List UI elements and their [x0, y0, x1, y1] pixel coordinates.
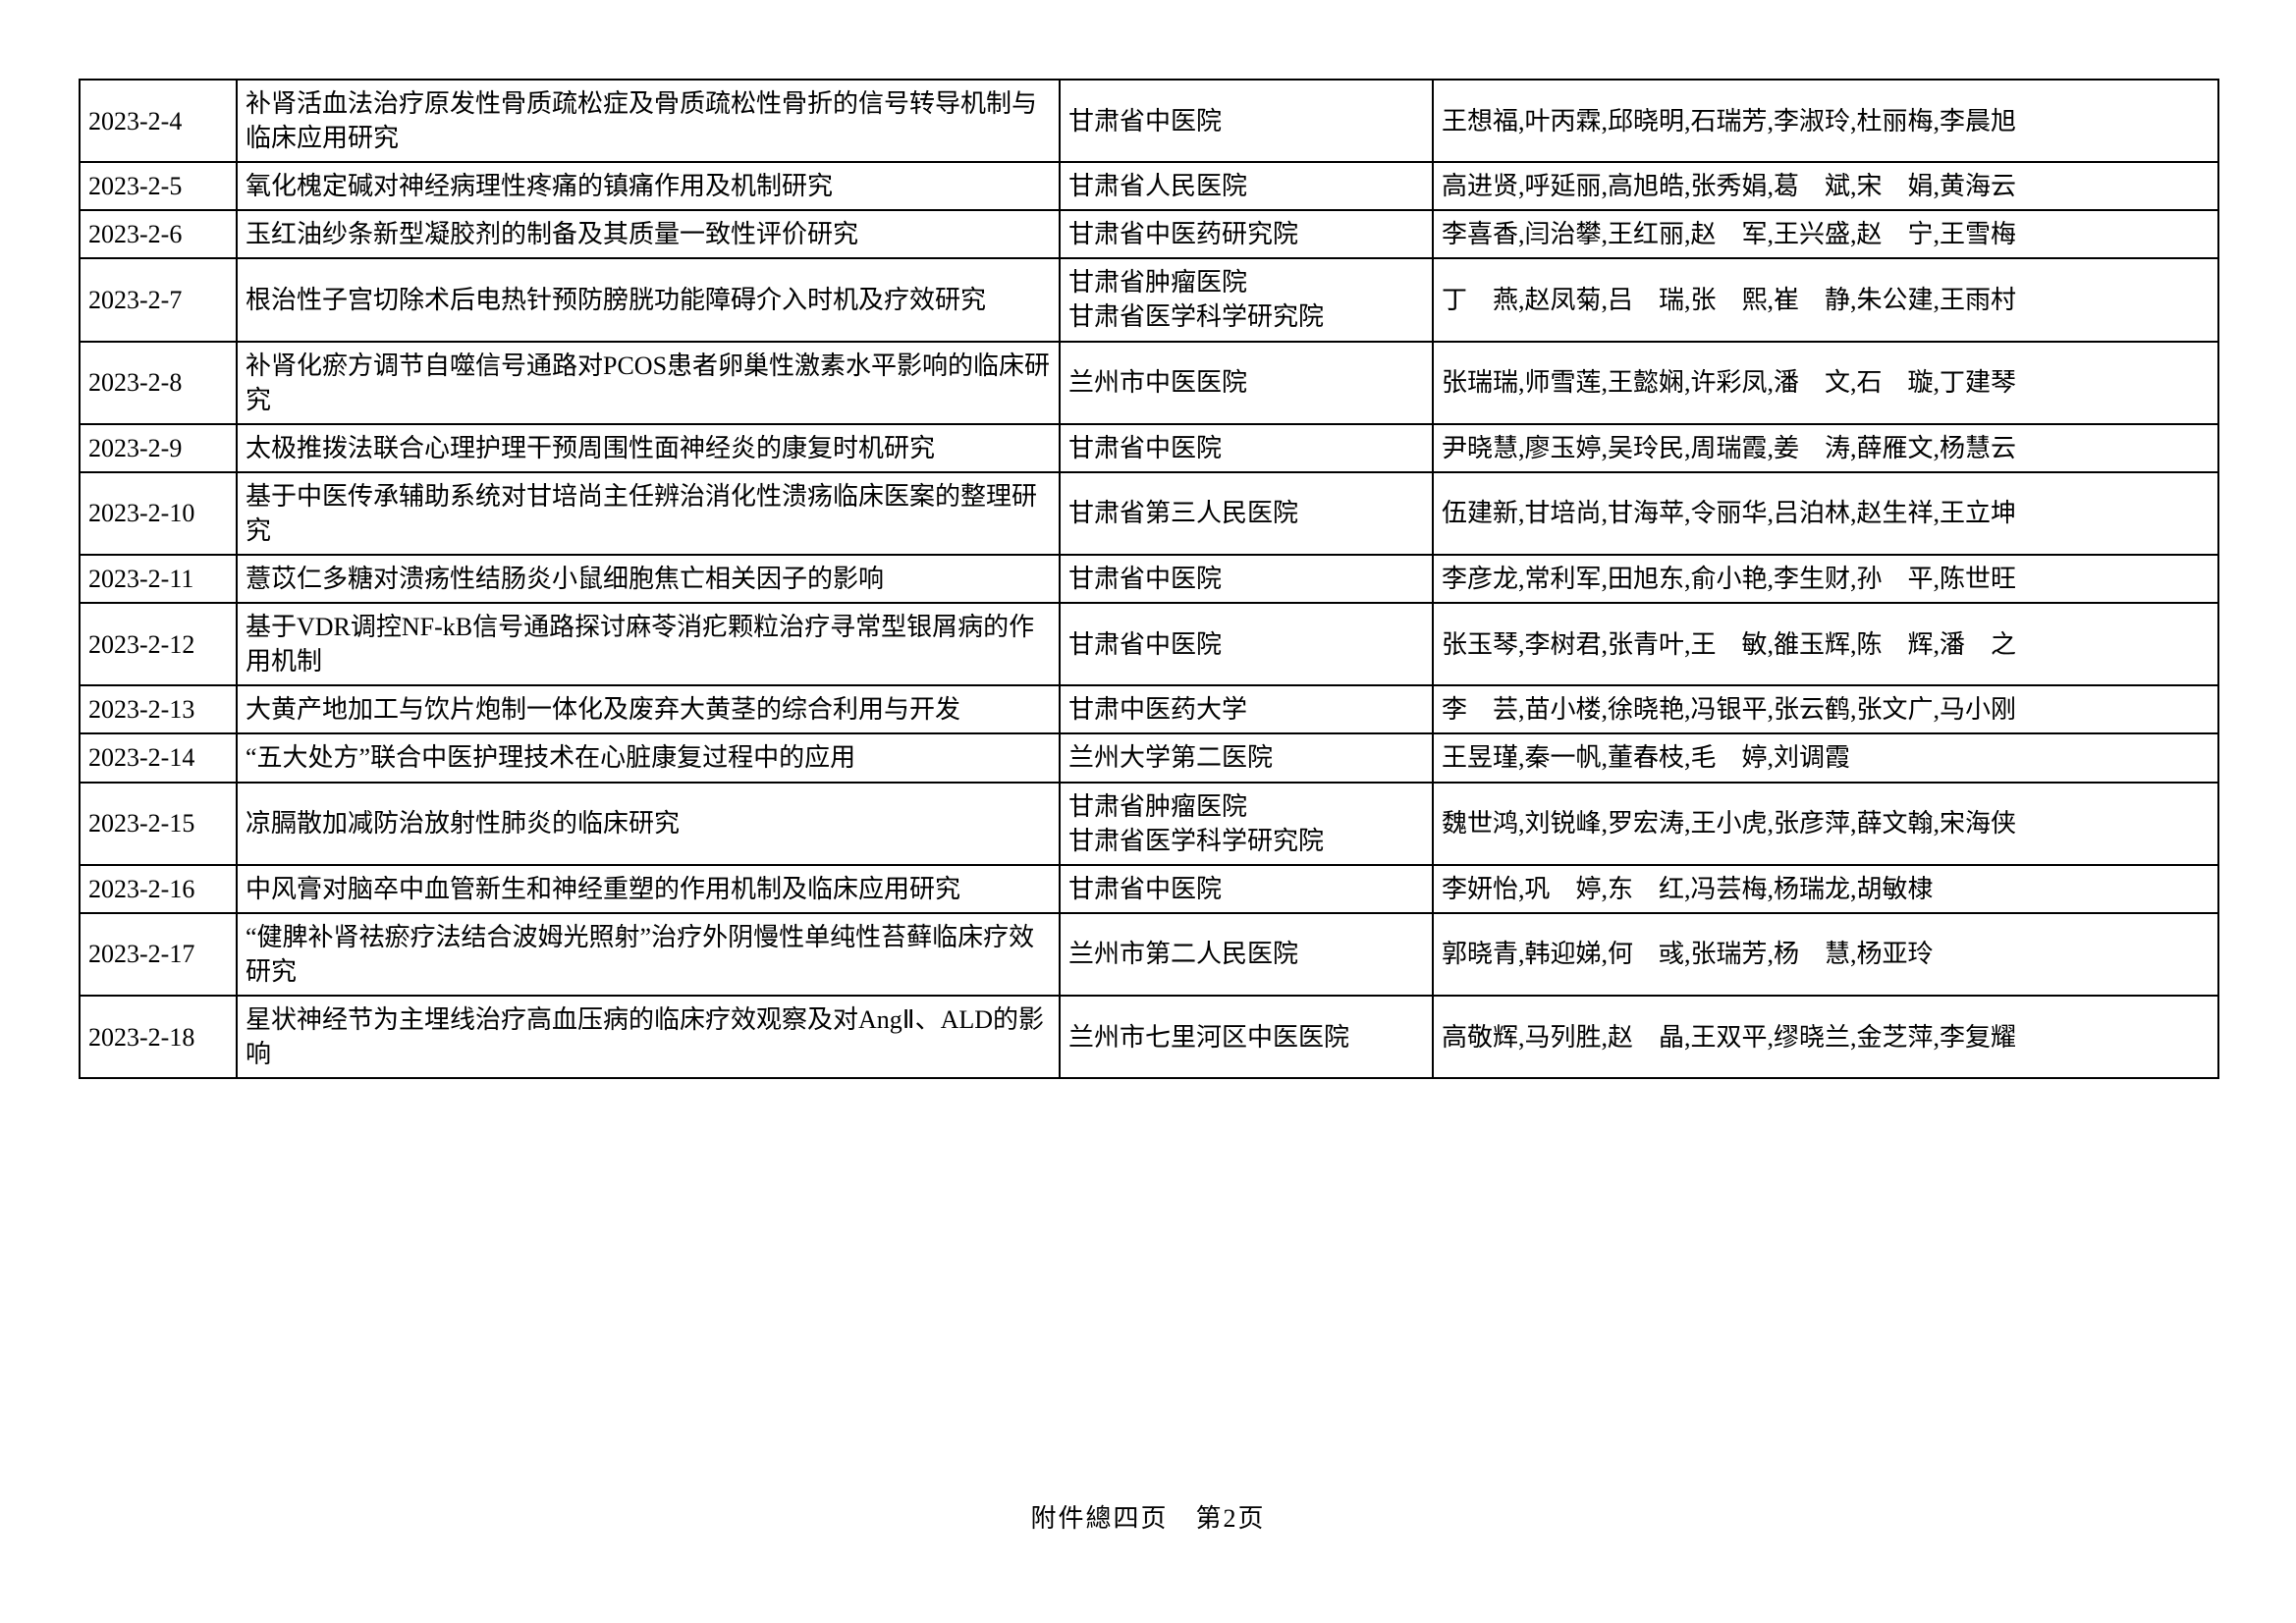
table-row: 2023-2-14“五大处方”联合中医护理技术在心脏康复过程中的应用兰州大学第二…	[80, 733, 2218, 782]
cell-id: 2023-2-12	[80, 603, 237, 685]
cell-id: 2023-2-7	[80, 258, 237, 341]
cell-inst: 甘肃省中医院	[1060, 80, 1433, 162]
table-row: 2023-2-11薏苡仁多糖对溃疡性结肠炎小鼠细胞焦亡相关因子的影响甘肃省中医院…	[80, 555, 2218, 603]
cell-inst: 甘肃省中医院	[1060, 424, 1433, 472]
cell-people: 张瑞瑞,师雪莲,王懿娴,许彩凤,潘 文,石 璇,丁建琴	[1433, 342, 2218, 424]
cell-inst: 甘肃省中医药研究院	[1060, 210, 1433, 258]
cell-people: 王想福,叶丙霖,邱晓明,石瑞芳,李淑玲,杜丽梅,李晨旭	[1433, 80, 2218, 162]
cell-title: 大黄产地加工与饮片炮制一体化及废弃大黄茎的综合利用与开发	[237, 685, 1060, 733]
table-row: 2023-2-6玉红油纱条新型凝胶剂的制备及其质量一致性评价研究甘肃省中医药研究…	[80, 210, 2218, 258]
cell-id: 2023-2-14	[80, 733, 237, 782]
cell-id: 2023-2-17	[80, 913, 237, 996]
cell-id: 2023-2-6	[80, 210, 237, 258]
cell-id: 2023-2-13	[80, 685, 237, 733]
cell-id: 2023-2-9	[80, 424, 237, 472]
cell-people: 李喜香,闫治攀,王红丽,赵 军,王兴盛,赵 宁,王雪梅	[1433, 210, 2218, 258]
projects-table: 2023-2-4补肾活血法治疗原发性骨质疏松症及骨质疏松性骨折的信号转导机制与临…	[79, 79, 2219, 1079]
cell-inst: 甘肃省第三人民医院	[1060, 472, 1433, 555]
table-row: 2023-2-13大黄产地加工与饮片炮制一体化及废弃大黄茎的综合利用与开发甘肃中…	[80, 685, 2218, 733]
cell-inst: 甘肃省人民医院	[1060, 162, 1433, 210]
cell-people: 李 芸,苗小楼,徐晓艳,冯银平,张云鹤,张文广,马小刚	[1433, 685, 2218, 733]
cell-id: 2023-2-4	[80, 80, 237, 162]
table-row: 2023-2-15凉膈散加减防治放射性肺炎的临床研究甘肃省肿瘤医院甘肃省医学科学…	[80, 783, 2218, 865]
cell-inst: 甘肃省肿瘤医院甘肃省医学科学研究院	[1060, 258, 1433, 341]
cell-title: “健脾补肾祛瘀疗法结合波姆光照射”治疗外阴慢性单纯性苔藓临床疗效研究	[237, 913, 1060, 996]
table-row: 2023-2-18星状神经节为主埋线治疗高血压病的临床疗效观察及对AngⅡ、AL…	[80, 996, 2218, 1078]
cell-inst: 甘肃省中医院	[1060, 555, 1433, 603]
cell-id: 2023-2-15	[80, 783, 237, 865]
cell-inst: 甘肃省中医院	[1060, 603, 1433, 685]
table-row: 2023-2-9太极推拨法联合心理护理干预周围性面神经炎的康复时机研究甘肃省中医…	[80, 424, 2218, 472]
table-row: 2023-2-8补肾化瘀方调节自噬信号通路对PCOS患者卵巢性激素水平影响的临床…	[80, 342, 2218, 424]
cell-inst: 兰州市七里河区中医医院	[1060, 996, 1433, 1078]
cell-people: 李妍怡,巩 婷,东 红,冯芸梅,杨瑞龙,胡敏棣	[1433, 865, 2218, 913]
cell-people: 伍建新,甘培尚,甘海苹,令丽华,吕泊林,赵生祥,王立坤	[1433, 472, 2218, 555]
cell-inst: 兰州市中医医院	[1060, 342, 1433, 424]
footer-text: 附件總四页 第2页	[1030, 1504, 1265, 1533]
cell-title: 基于VDR调控NF-kB信号通路探讨麻苓消疕颗粒治疗寻常型银屑病的作用机制	[237, 603, 1060, 685]
cell-inst: 兰州大学第二医院	[1060, 733, 1433, 782]
document-page: 2023-2-4补肾活血法治疗原发性骨质疏松症及骨质疏松性骨折的信号转导机制与临…	[0, 0, 2296, 1623]
cell-title: 根治性子宫切除术后电热针预防膀胱功能障碍介入时机及疗效研究	[237, 258, 1060, 341]
cell-inst: 甘肃省中医院	[1060, 865, 1433, 913]
cell-id: 2023-2-8	[80, 342, 237, 424]
cell-title: 补肾化瘀方调节自噬信号通路对PCOS患者卵巢性激素水平影响的临床研究	[237, 342, 1060, 424]
cell-people: 李彦龙,常利军,田旭东,俞小艳,李生财,孙 平,陈世旺	[1433, 555, 2218, 603]
table-row: 2023-2-16中风膏对脑卒中血管新生和神经重塑的作用机制及临床应用研究甘肃省…	[80, 865, 2218, 913]
page-footer: 附件總四页 第2页	[0, 1498, 2296, 1535]
table-row: 2023-2-5氧化槐定碱对神经病理性疼痛的镇痛作用及机制研究甘肃省人民医院高进…	[80, 162, 2218, 210]
cell-people: 郭晓青,韩迎娣,何 彧,张瑞芳,杨 慧,杨亚玲	[1433, 913, 2218, 996]
table-row: 2023-2-17“健脾补肾祛瘀疗法结合波姆光照射”治疗外阴慢性单纯性苔藓临床疗…	[80, 913, 2218, 996]
cell-inst: 甘肃省肿瘤医院甘肃省医学科学研究院	[1060, 783, 1433, 865]
cell-title: 薏苡仁多糖对溃疡性结肠炎小鼠细胞焦亡相关因子的影响	[237, 555, 1060, 603]
table-body: 2023-2-4补肾活血法治疗原发性骨质疏松症及骨质疏松性骨折的信号转导机制与临…	[80, 80, 2218, 1078]
cell-id: 2023-2-16	[80, 865, 237, 913]
cell-title: 星状神经节为主埋线治疗高血压病的临床疗效观察及对AngⅡ、ALD的影响	[237, 996, 1060, 1078]
cell-title: 中风膏对脑卒中血管新生和神经重塑的作用机制及临床应用研究	[237, 865, 1060, 913]
cell-title: 补肾活血法治疗原发性骨质疏松症及骨质疏松性骨折的信号转导机制与临床应用研究	[237, 80, 1060, 162]
cell-people: 高敬辉,马列胜,赵 晶,王双平,缪晓兰,金芝萍,李复耀	[1433, 996, 2218, 1078]
cell-title: 凉膈散加减防治放射性肺炎的临床研究	[237, 783, 1060, 865]
cell-id: 2023-2-11	[80, 555, 237, 603]
cell-title: “五大处方”联合中医护理技术在心脏康复过程中的应用	[237, 733, 1060, 782]
cell-title: 氧化槐定碱对神经病理性疼痛的镇痛作用及机制研究	[237, 162, 1060, 210]
cell-people: 高进贤,呼延丽,高旭皓,张秀娟,葛 斌,宋 娟,黄海云	[1433, 162, 2218, 210]
cell-inst: 甘肃中医药大学	[1060, 685, 1433, 733]
cell-people: 尹晓慧,廖玉婷,吴玲民,周瑞霞,姜 涛,薛雁文,杨慧云	[1433, 424, 2218, 472]
cell-id: 2023-2-18	[80, 996, 237, 1078]
cell-title: 太极推拨法联合心理护理干预周围性面神经炎的康复时机研究	[237, 424, 1060, 472]
table-row: 2023-2-10基于中医传承辅助系统对甘培尚主任辨治消化性溃疡临床医案的整理研…	[80, 472, 2218, 555]
cell-people: 张玉琴,李树君,张青叶,王 敏,雒玉辉,陈 辉,潘 之	[1433, 603, 2218, 685]
cell-id: 2023-2-5	[80, 162, 237, 210]
table-row: 2023-2-12基于VDR调控NF-kB信号通路探讨麻苓消疕颗粒治疗寻常型银屑…	[80, 603, 2218, 685]
cell-title: 基于中医传承辅助系统对甘培尚主任辨治消化性溃疡临床医案的整理研究	[237, 472, 1060, 555]
cell-title: 玉红油纱条新型凝胶剂的制备及其质量一致性评价研究	[237, 210, 1060, 258]
table-row: 2023-2-4补肾活血法治疗原发性骨质疏松症及骨质疏松性骨折的信号转导机制与临…	[80, 80, 2218, 162]
cell-id: 2023-2-10	[80, 472, 237, 555]
cell-people: 王昱瑾,秦一帆,董春枝,毛 婷,刘调霞	[1433, 733, 2218, 782]
table-row: 2023-2-7根治性子宫切除术后电热针预防膀胱功能障碍介入时机及疗效研究甘肃省…	[80, 258, 2218, 341]
cell-people: 丁 燕,赵凤菊,吕 瑞,张 熙,崔 静,朱公建,王雨村	[1433, 258, 2218, 341]
cell-people: 魏世鸿,刘锐峰,罗宏涛,王小虎,张彦萍,薛文翰,宋海侠	[1433, 783, 2218, 865]
cell-inst: 兰州市第二人民医院	[1060, 913, 1433, 996]
